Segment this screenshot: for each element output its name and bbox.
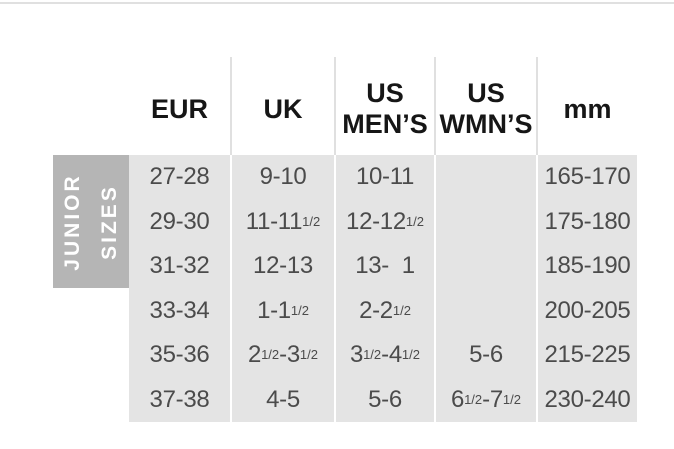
column-separator bbox=[536, 57, 538, 155]
table-cell bbox=[436, 200, 536, 245]
table-cell: 5-6 bbox=[469, 341, 503, 369]
column-separator bbox=[334, 57, 336, 155]
column-header-eur: EUR bbox=[150, 93, 208, 124]
table-cell bbox=[436, 244, 536, 289]
column-mm: mm 165-170 175-180 185-190 200-205 215-2… bbox=[538, 57, 637, 422]
column-band-us-wmns: 5-6 6 1/2 -7 1/2 bbox=[436, 155, 536, 422]
row-group-label-junior-sizes: JUNIOR SIZES bbox=[53, 155, 129, 288]
table-cell: 31-32 bbox=[149, 252, 210, 280]
table-cell: 27-28 bbox=[149, 163, 210, 191]
column-eur: EUR 27-28 29-30 31-32 33-34 35-36 37-38 bbox=[129, 57, 230, 422]
table-cell: 29-30 bbox=[149, 207, 210, 235]
table-cell: 37-38 bbox=[149, 385, 210, 413]
table-cell: 11-11 1/2 bbox=[245, 207, 321, 235]
table-cell: 185-190 bbox=[544, 252, 631, 280]
table-cell: 4-5 bbox=[266, 385, 300, 413]
table-cell: 5-6 bbox=[368, 385, 402, 413]
column-header-us-mens: US MEN’S bbox=[342, 78, 428, 139]
table-cell: 10-11 bbox=[355, 163, 415, 191]
table-cell: 33-34 bbox=[149, 296, 210, 324]
column-band-us-mens: 10-11 12-12 1/2 13- 1 2-2 1/2 3 1/2 -4 1/2 5-… bbox=[336, 155, 434, 422]
table-cell: 215-225 bbox=[544, 341, 631, 369]
column-us-wmns: US WMN’S 5-6 6 1/2 -7 1/2 bbox=[436, 57, 536, 422]
table-cell: 2-2 1/2 bbox=[359, 296, 411, 324]
table-cell: 9-10 bbox=[259, 163, 307, 191]
table-cell: 12-12 1/2 bbox=[346, 207, 424, 235]
column-header-mm: mm bbox=[563, 93, 612, 124]
table-cell bbox=[436, 289, 536, 334]
column-header-us-wmns: US WMN’S bbox=[439, 78, 533, 139]
table-cell: 6 1/2 -7 1/2 bbox=[451, 385, 521, 413]
column-separator bbox=[230, 57, 232, 155]
column-uk: UK 9-10 11-11 1/2 12-13 1-1 1/2 2 1/2 -3 1/2 … bbox=[232, 57, 334, 422]
table-cell: 12-13 bbox=[253, 252, 313, 280]
top-divider bbox=[0, 2, 674, 4]
table-cell: 13- 1 bbox=[355, 252, 415, 280]
column-header-uk: UK bbox=[263, 93, 303, 124]
column-band-eur: 27-28 29-30 31-32 33-34 35-36 37-38 bbox=[129, 155, 230, 422]
table-cell: 175-180 bbox=[544, 207, 631, 235]
table-cell: 2 1/2 -3 1/2 bbox=[248, 341, 318, 369]
column-band-uk: 9-10 11-11 1/2 12-13 1-1 1/2 2 1/2 -3 1/2 4-5 bbox=[232, 155, 334, 422]
table-cell: 35-36 bbox=[149, 341, 210, 369]
table-cell: 200-205 bbox=[544, 296, 631, 324]
column-band-mm: 165-170 175-180 185-190 200-205 215-225 … bbox=[538, 155, 637, 422]
table-cell: 165-170 bbox=[544, 163, 631, 191]
table-cell bbox=[436, 155, 536, 200]
table-cell: 230-240 bbox=[544, 385, 631, 413]
row-group-label-text: JUNIOR SIZES bbox=[61, 172, 121, 271]
table-cell: 3 1/2 -4 1/2 bbox=[350, 341, 420, 369]
column-separator bbox=[434, 57, 436, 155]
table-cell: 1-1 1/2 bbox=[257, 296, 309, 324]
column-us-mens: US MEN’S 10-11 12-12 1/2 13- 1 2-2 1/2 3 1/… bbox=[336, 57, 434, 422]
